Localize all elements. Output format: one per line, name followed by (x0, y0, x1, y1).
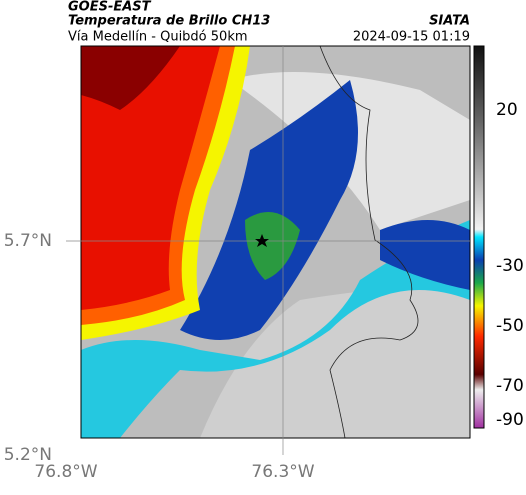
colorbar-tick: -70 (496, 376, 524, 396)
map-frame (80, 45, 471, 439)
city-marker (255, 234, 269, 247)
colorbar-ticks: 20 -30 -50 -70 -90 (496, 100, 524, 430)
colorbar-tick: -30 (496, 256, 524, 276)
lat-label: 5.2°N (4, 445, 52, 465)
product: Temperatura de Brillo CH13 (68, 14, 270, 29)
colorbar (473, 45, 485, 429)
agency: SIATA (429, 14, 470, 29)
source: GOES-EAST (68, 0, 152, 15)
colorbar-tick: -50 (496, 316, 524, 336)
lat-label: 5.7°N (4, 231, 52, 251)
colorbar-tick: 20 (496, 100, 518, 120)
lon-label: 76.3°W (251, 462, 314, 482)
lon-label: 76.8°W (34, 462, 97, 482)
route: Vía Medellín - Quibdó 50km (68, 30, 248, 45)
imagery (81, 46, 470, 438)
colorbar-tick: -90 (496, 410, 524, 430)
timestamp: 2024-09-15 01:19 (353, 30, 470, 45)
